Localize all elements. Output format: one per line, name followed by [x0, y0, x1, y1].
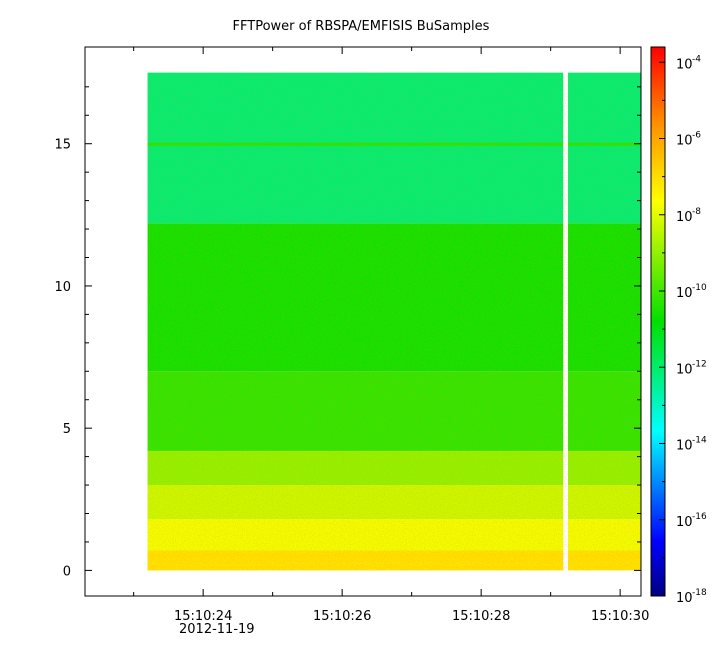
y-tick-label: 5 [63, 422, 71, 437]
noise-texture [147, 72, 642, 571]
colorbar-tick-label: 10 -14 [676, 436, 707, 454]
x-axis-date-label: 2012-11-19 [179, 622, 255, 637]
colorbar-tick-base: 10 [676, 515, 693, 530]
colorbar-tick-base: 10 [676, 439, 693, 454]
colorbar-tick-label: 10 -18 [676, 588, 707, 606]
colorbar-tick-exponent: -4 [692, 54, 701, 64]
colorbar-tick-label: 10 -8 [676, 207, 701, 225]
colorbar-tick-exponent: -8 [692, 207, 701, 217]
y-tick-label: 10 [54, 280, 71, 295]
x-tick-label: 15:10:26 [313, 609, 371, 624]
colorbar-tick-exponent: -10 [692, 283, 707, 293]
colorbar-tick-base: 10 [676, 286, 693, 301]
colorbar-tick-exponent: -6 [692, 131, 701, 141]
colorbar-tick-exponent: -18 [692, 588, 707, 598]
colorbar-tick-base: 10 [676, 591, 693, 606]
spectrogram-texture [147, 72, 642, 571]
colorbar-tick-base: 10 [676, 210, 693, 225]
plot-frame [84, 46, 642, 597]
colorbar-tick-base: 10 [676, 362, 693, 377]
colorbar-tick-exponent: -12 [692, 359, 707, 369]
colorbar-tick-base: 10 [676, 57, 693, 72]
colorbar [650, 46, 666, 597]
colorbar-tick-label: 10 -16 [676, 512, 707, 530]
colorbar-tick-label: 10 -4 [676, 54, 701, 72]
colorbar-tick-base: 10 [676, 134, 693, 149]
colorbar-tick-label: 10 -6 [676, 131, 701, 149]
x-tick-label: 15:10:30 [591, 609, 649, 624]
colorbar-tick-exponent: -16 [692, 512, 707, 522]
colorbar-tick-exponent: -14 [692, 436, 707, 446]
x-tick-label: 15:10:28 [452, 609, 510, 624]
colorbar-tick-label: 10 -10 [676, 283, 707, 301]
x-tick-label: 15:10:24 [174, 609, 232, 624]
chart-title: FFTPower of RBSPA/EMFISIS BuSamples [233, 19, 490, 34]
colorbar-tick-label: 10 -12 [676, 359, 707, 377]
y-tick-label: 0 [63, 564, 71, 579]
y-tick-label: 15 [54, 138, 71, 153]
x-axis: 15:10:24 15:10:26 15:10:28 15:10:30 [133, 47, 649, 624]
y-axis: 0 5 10 15 [54, 86, 641, 579]
